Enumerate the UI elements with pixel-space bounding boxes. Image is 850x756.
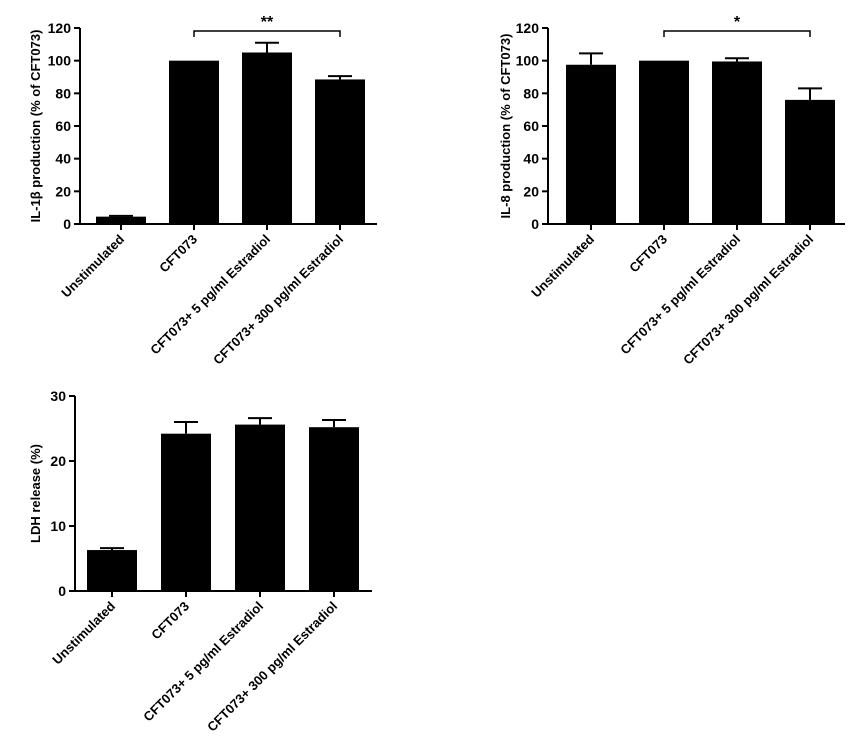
bar — [566, 64, 616, 224]
bar — [169, 60, 219, 224]
y-tick-label: 120 — [516, 20, 540, 36]
bar — [87, 550, 137, 591]
y-tick-label: 120 — [48, 20, 72, 36]
y-tick-label: 100 — [48, 53, 72, 69]
y-tick-label: 20 — [50, 453, 66, 469]
y-tick-label: 0 — [58, 583, 66, 599]
significance-bracket — [663, 30, 811, 37]
y-axis-label: IL-8 production (% of CFT073) — [498, 34, 513, 219]
bar — [96, 216, 146, 224]
x-tick-label: CFT073 — [148, 599, 192, 643]
x-tick-label: CFT073+ 300 pg/ml Estradiol — [204, 599, 340, 735]
y-axis-label: IL-1β production (% of CFT073) — [28, 30, 43, 223]
y-tick-label: 60 — [55, 118, 71, 134]
x-tick-label: Unstimulated — [528, 231, 597, 300]
x-tick-label: CFT073+ 5 pg/ml Estradiol — [140, 599, 266, 725]
y-tick-label: 80 — [523, 85, 539, 101]
x-tick-label: CFT073+ 300 pg/ml Estradiol — [210, 232, 346, 368]
significance-bracket — [193, 30, 341, 37]
y-tick-label: 40 — [55, 151, 71, 167]
bar — [712, 61, 762, 224]
bar — [242, 52, 292, 224]
significance-label: ** — [261, 14, 274, 31]
significance-label: * — [734, 14, 741, 31]
x-tick-label: Unstimulated — [49, 598, 118, 667]
y-tick-label: 100 — [516, 53, 540, 69]
bar — [235, 424, 285, 591]
y-tick-label: 20 — [523, 183, 539, 199]
x-tick-label: CFT073+ 300 pg/ml Estradiol — [680, 232, 816, 368]
y-tick-label: 10 — [50, 518, 66, 534]
bar — [161, 433, 211, 591]
y-tick-label: 60 — [523, 118, 539, 134]
x-tick-label: Unstimulated — [58, 231, 127, 300]
bar — [785, 99, 835, 224]
y-tick-label: 40 — [523, 151, 539, 167]
y-tick-label: 20 — [55, 183, 71, 199]
bar — [309, 427, 359, 591]
chart-3: 0 10 20 30 LDH release (%) Unstimulated CFT073… — [28, 388, 372, 735]
x-tick-label: CFT073 — [156, 232, 200, 276]
bar — [639, 60, 689, 224]
x-tick-label: CFT073 — [626, 232, 670, 276]
chart-1: 0 20 40 60 80 100 120 IL-1β production (% of CF… — [28, 14, 377, 368]
y-tick-label: 0 — [63, 216, 71, 232]
x-tick-label: CFT073+ 5 pg/ml Estradiol — [617, 232, 743, 358]
y-axis-label: LDH release (%) — [28, 444, 43, 543]
y-tick-label: 30 — [50, 388, 66, 404]
y-tick-label: 80 — [55, 85, 71, 101]
bar — [315, 79, 365, 224]
x-tick-label: CFT073+ 5 pg/ml Estradiol — [147, 232, 273, 358]
y-tick-label: 0 — [531, 216, 539, 232]
